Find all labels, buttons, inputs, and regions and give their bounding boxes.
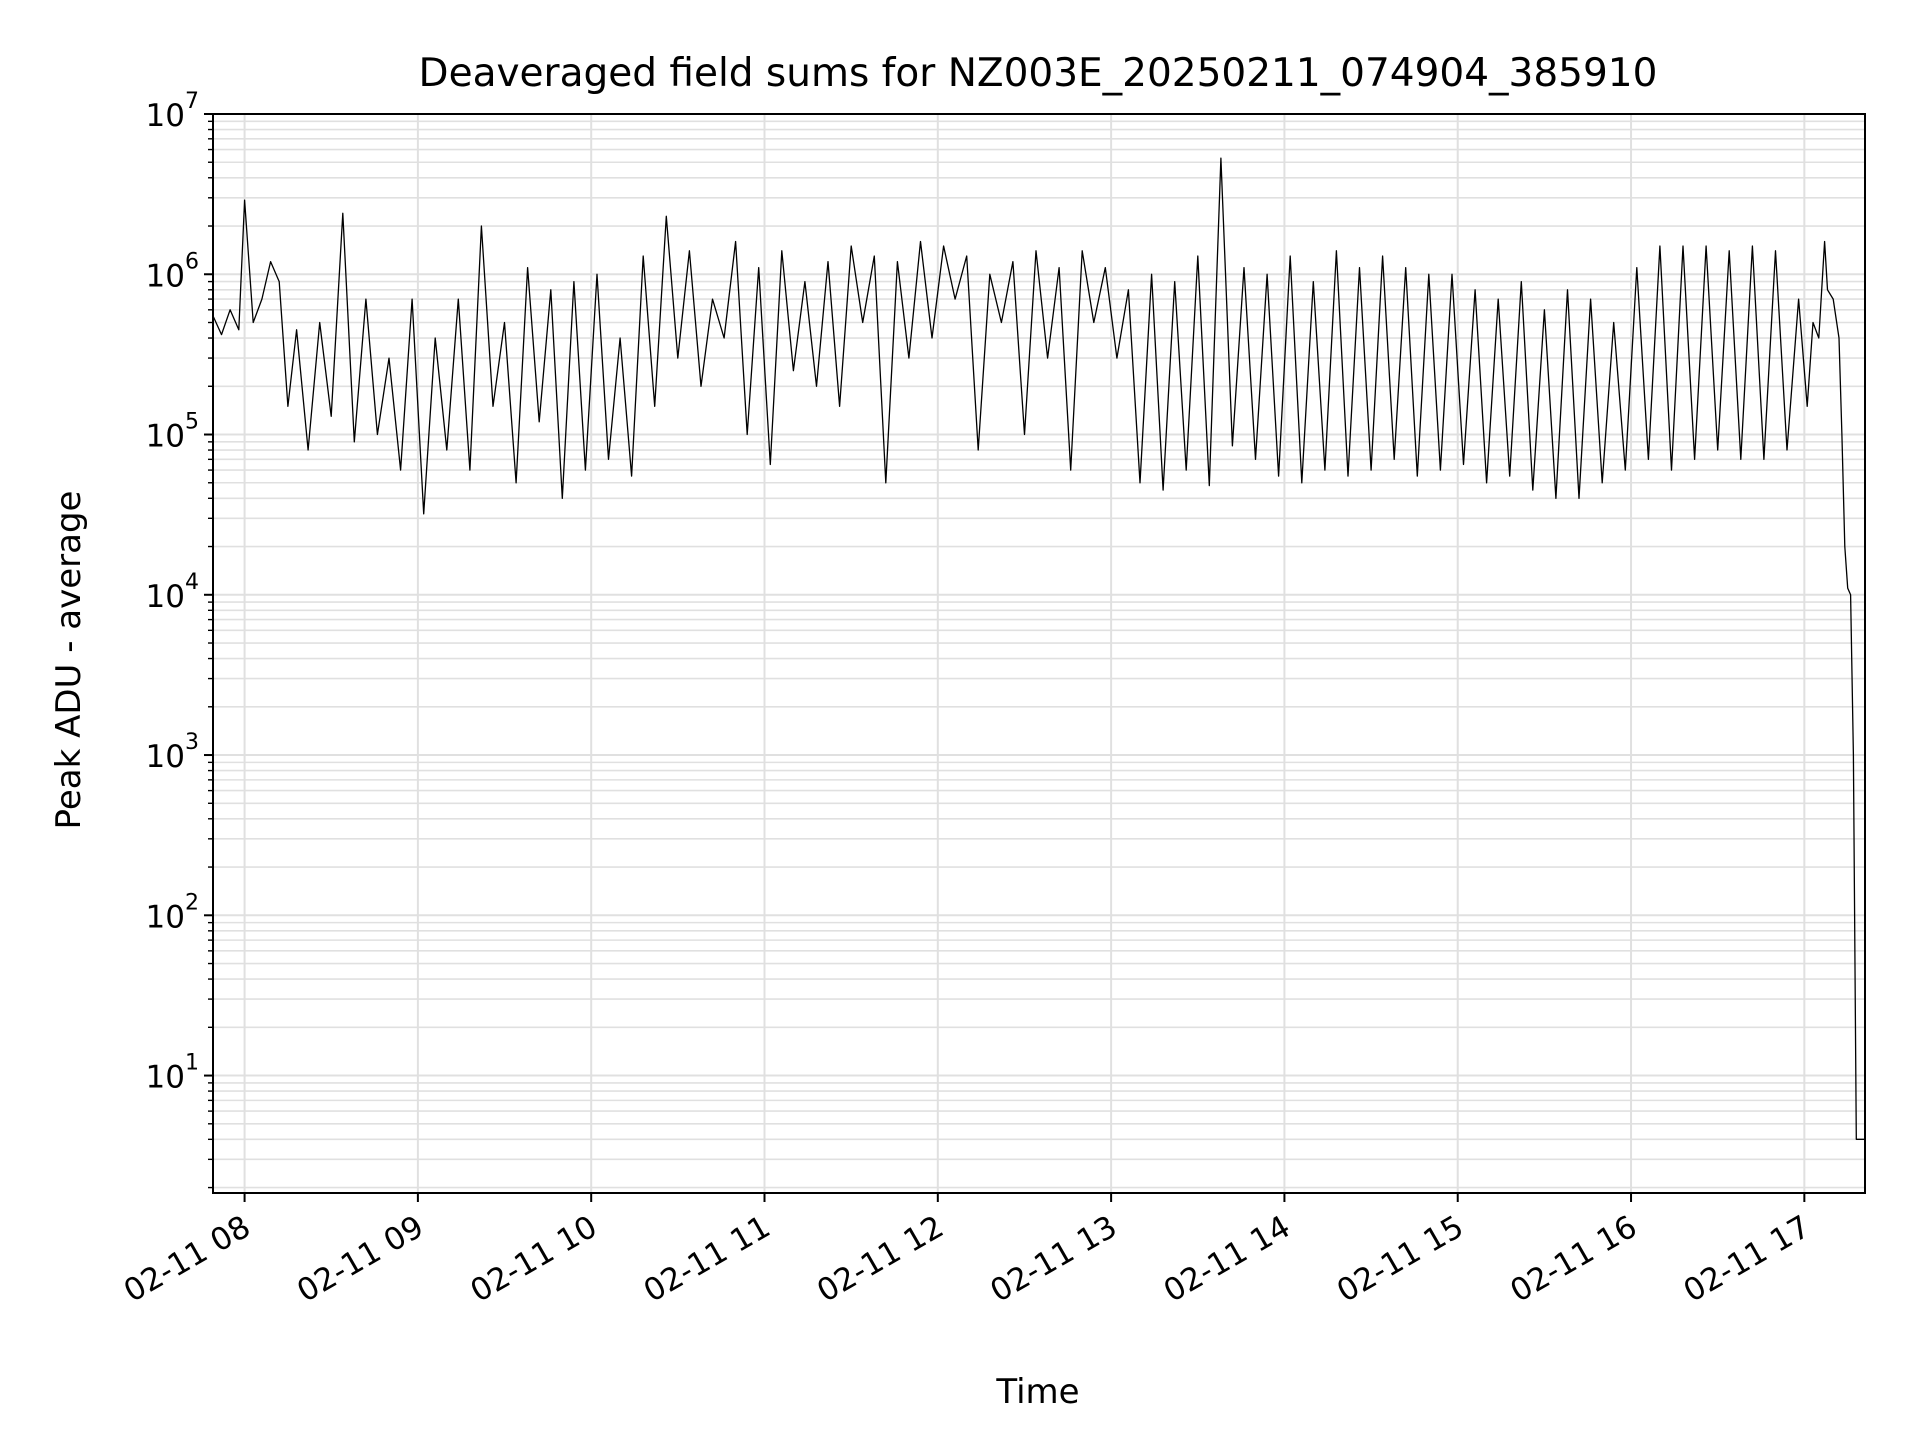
y-tick-label: 107	[146, 89, 199, 134]
data-series	[212, 157, 1865, 1140]
x-axis-label: Time	[995, 1372, 1079, 1412]
plot-frame	[212, 113, 1866, 1194]
chart-title: Deaveraged field sums for NZ003E_2025021…	[419, 51, 1658, 96]
y-tick-label: 105	[146, 410, 199, 455]
y-tick-label: 103	[146, 730, 199, 775]
y-axis-label: Peak ADU - average	[49, 491, 89, 830]
y-tick-label: 104	[146, 570, 199, 615]
y-tick-label: 106	[146, 249, 199, 294]
series-line	[212, 157, 1865, 1140]
grid-lines	[213, 113, 1865, 1193]
y-tick-label: 102	[146, 890, 199, 935]
y-tick-label: 101	[146, 1051, 199, 1096]
